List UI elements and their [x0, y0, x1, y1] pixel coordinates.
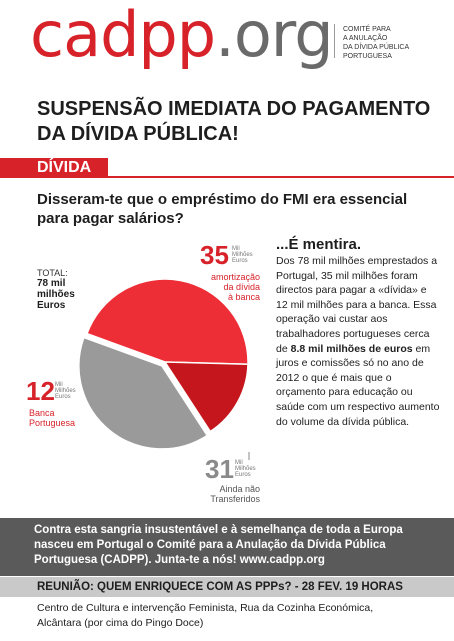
- meeting-title: REUNIÃO: QUEM ENRIQUECE COM AS PPPs? - 2…: [37, 581, 403, 593]
- section-tag-bar: DÍVIDA: [0, 158, 454, 178]
- section-tag: DÍVIDA: [37, 159, 92, 176]
- headline-line: DA DÍVIDA PÚBLICA!: [37, 123, 239, 145]
- label-line: Ainda não: [219, 484, 260, 494]
- unit-line: Mil: [232, 246, 240, 252]
- location-line: Centro de Cultura e intervenção Feminist…: [37, 602, 374, 614]
- unit-line: Milhões: [235, 466, 256, 472]
- org-line: PORTUGUESA: [343, 53, 392, 60]
- pie-slice-banca: [163, 361, 249, 433]
- lie-text-b: em juros e comissões só no ano de 2012 o…: [276, 342, 440, 428]
- location-line: Alcântara (por cima do Pingo Doce): [37, 617, 204, 629]
- unit-line: Euros: [235, 472, 251, 478]
- debt-pie-chart: [78, 278, 250, 460]
- headline-line: SUSPENSÃO IMEDIATA DO PAGAMENTO: [37, 98, 431, 120]
- pie-slice-nao-transferidos: [78, 336, 209, 450]
- question-line: Disseram-te que o empréstimo do FMI era …: [37, 191, 408, 208]
- total-value-line: 78 mil: [37, 278, 66, 289]
- call-banner: [0, 518, 454, 576]
- label-line: Transferidos: [210, 494, 260, 504]
- org-line: COMITÉ PARA: [343, 26, 391, 33]
- unit-line: Milhões: [55, 388, 76, 394]
- organisation-name: COMITÉ PARA A ANULAÇÃO DA DÍVIDA PÚBLICA…: [343, 25, 453, 61]
- lie-paragraph: Dos 78 mil milhões emprestados a Portuga…: [276, 254, 441, 429]
- value-31: 31: [205, 454, 234, 484]
- section-tag-block: [0, 158, 108, 178]
- logo-part-grey: .org: [215, 0, 333, 71]
- total-value-line: milhões: [37, 289, 75, 300]
- headline: SUSPENSÃO IMEDIATA DO PAGAMENTO DA DÍVID…: [37, 97, 437, 147]
- label-banca: Banca Portuguesa: [29, 408, 99, 428]
- unit-label: Mil Milhões Euros: [55, 382, 85, 400]
- label-line: da dívida: [223, 282, 260, 292]
- unit-label: Mil Milhões Euros: [235, 460, 265, 478]
- unit-line: Euros: [232, 258, 248, 264]
- label-line: Portuguesa: [29, 418, 76, 428]
- unit-line: Mil: [235, 460, 243, 466]
- meeting-location: Centro de Cultura e intervenção Feminist…: [37, 601, 437, 631]
- value-12: 12: [26, 376, 55, 406]
- unit-line: Milhões: [232, 252, 253, 258]
- pie-slice-amortizacao: [86, 278, 249, 365]
- unit-line: Mil: [55, 382, 63, 388]
- header-divider: [334, 24, 335, 58]
- logo-part-red: cadpp: [30, 0, 216, 71]
- org-line: DA DÍVIDA PÚBLICA: [343, 44, 410, 51]
- unit-label: Mil Milhões Euros: [232, 246, 262, 264]
- label-nao-transferidos: Ainda não Transferidos: [190, 484, 260, 504]
- total-label: TOTAL:: [37, 268, 68, 278]
- label-line: à banca: [227, 292, 260, 302]
- lie-title: ...É mentira.: [276, 236, 362, 253]
- meeting-bar: [0, 577, 454, 597]
- unit-line: Euros: [55, 394, 71, 400]
- call-text: Contra esta sangria insustentável e à se…: [34, 524, 403, 566]
- total-value: 78 mil milhões Euros: [37, 278, 97, 311]
- section-rule: [0, 176, 454, 178]
- lie-text-bold: 8.8 mil milhões de euros: [290, 342, 413, 355]
- total-value-line: Euros: [37, 300, 66, 311]
- lie-text-a: Dos 78 mil milhões emprestados a Portuga…: [276, 255, 438, 355]
- site-logo: cadpp.org: [30, 0, 334, 71]
- label-amortizacao: amortização da dívida à banca: [198, 272, 260, 302]
- org-line: A ANULAÇÃO: [343, 35, 388, 42]
- label-line: Banca: [29, 408, 55, 418]
- question-line: para pagar salários?: [37, 210, 184, 227]
- value-35: 35: [200, 240, 229, 270]
- label-line: amortização: [210, 272, 260, 282]
- question: Disseram-te que o empréstimo do FMI era …: [37, 190, 437, 228]
